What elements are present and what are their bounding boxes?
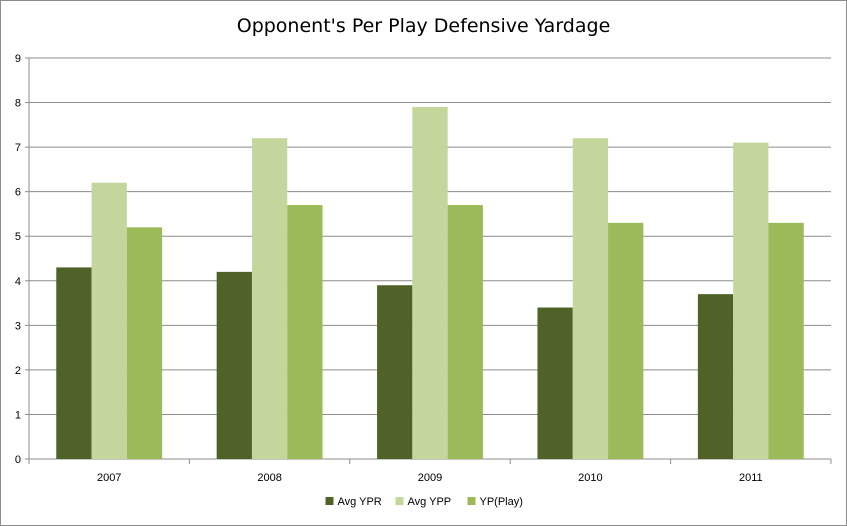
- bar-avg-ypp-2007: [91, 182, 127, 459]
- y-tick-label: 5: [15, 231, 21, 243]
- legend-label: Avg YPR: [338, 496, 382, 508]
- x-tick-label: 2007: [97, 472, 121, 484]
- bar-yp-play--2010: [608, 222, 644, 459]
- y-tick-label: 6: [15, 187, 21, 199]
- bar-avg-ypr-2008: [216, 271, 252, 459]
- x-tick-label: 2008: [257, 472, 281, 484]
- legend-label: Avg YPP: [408, 496, 452, 508]
- y-tick-label: 1: [15, 409, 21, 421]
- y-tick-label: 4: [15, 276, 21, 288]
- x-tick-label: 2011: [739, 472, 763, 484]
- bar-yp-play--2011: [768, 222, 804, 459]
- y-tick-label: 9: [15, 53, 21, 65]
- legend-swatch: [325, 497, 334, 505]
- y-tick-label: 2: [15, 365, 21, 377]
- y-tick-label: 3: [15, 320, 21, 332]
- legend-swatch: [395, 497, 404, 505]
- bar-avg-ypr-2010: [537, 307, 573, 459]
- bar-avg-ypr-2007: [56, 267, 92, 459]
- x-tick-label: 2010: [578, 472, 602, 484]
- y-tick-label: 8: [15, 98, 21, 110]
- y-tick-label: 7: [15, 142, 21, 154]
- x-tick-label: 2009: [418, 472, 442, 484]
- bar-avg-ypp-2008: [251, 138, 288, 459]
- bar-yp-play--2007: [126, 227, 163, 459]
- bar-avg-ypr-2009: [377, 285, 413, 459]
- y-tick-label: 0: [15, 454, 21, 466]
- bar-yp-play--2009: [447, 205, 483, 459]
- bar-avg-ypp-2011: [733, 142, 769, 459]
- bar-avg-ypr-2011: [697, 294, 734, 459]
- legend-swatch: [467, 497, 476, 505]
- bar-yp-play--2008: [287, 205, 323, 459]
- bar-avg-ypp-2010: [572, 138, 609, 459]
- bar-avg-ypp-2009: [412, 107, 448, 459]
- legend-label: YP(Play): [480, 496, 523, 508]
- chart-title: Opponent's Per Play Defensive Yardage: [236, 15, 611, 37]
